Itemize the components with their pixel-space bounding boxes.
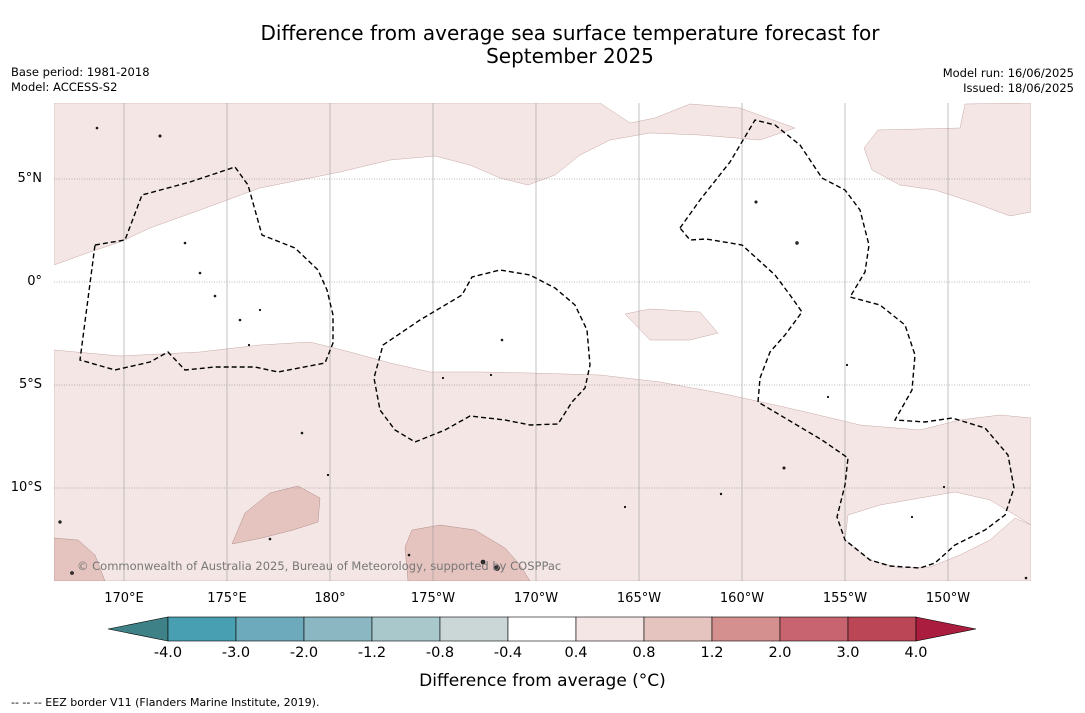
lon-label-155w: 155°W bbox=[822, 591, 868, 606]
colorbar-extend-high bbox=[915, 616, 977, 642]
colorbar-extend-low bbox=[107, 616, 169, 642]
anomaly-patch-southwest bbox=[231, 485, 321, 545]
anomaly-patch-central bbox=[624, 308, 719, 341]
run-info: Model run: 16/06/2025 Issued: 18/06/2025 bbox=[943, 66, 1074, 96]
lat-label-5n: 5°N bbox=[17, 171, 43, 186]
lon-label-175w: 175°W bbox=[410, 591, 456, 606]
colorbar-tick-label: -2.0 bbox=[289, 645, 319, 661]
issued-date: Issued: 18/06/2025 bbox=[963, 81, 1074, 95]
model-info: Base period: 1981-2018 Model: ACCESS-S2 bbox=[11, 65, 150, 95]
colorbar-tick-label: -0.4 bbox=[493, 645, 523, 661]
lon-label-170e: 170°E bbox=[104, 591, 144, 606]
base-period: Base period: 1981-2018 bbox=[11, 65, 150, 79]
colorbar-segment bbox=[711, 616, 781, 642]
eez-border-west bbox=[79, 166, 334, 373]
islands bbox=[58, 126, 1028, 580]
copyright-credit: © Commonwealth of Australia 2025, Bureau… bbox=[77, 559, 562, 573]
lon-label-170w: 170°W bbox=[513, 591, 559, 606]
colorbar-segment bbox=[439, 616, 509, 642]
colorbar-segment bbox=[235, 616, 305, 642]
lon-label-165w: 165°W bbox=[616, 591, 662, 606]
colorbar-segment bbox=[575, 616, 645, 642]
colorbar-tick-label: -1.2 bbox=[357, 645, 387, 661]
colorbar-segment bbox=[847, 616, 917, 642]
eez-borders bbox=[79, 119, 1015, 569]
lat-label-0: 0° bbox=[27, 274, 42, 289]
colorbar-segment bbox=[779, 616, 849, 642]
colorbar-segment bbox=[371, 616, 441, 642]
colorbar-segment bbox=[303, 616, 373, 642]
colorbar-tick-label: 4.0 bbox=[904, 645, 928, 661]
colorbar-title: Difference from average (°C) bbox=[419, 671, 666, 691]
colorbar-tick-label: 0.8 bbox=[632, 645, 656, 661]
lon-label-160w: 160°W bbox=[719, 591, 765, 606]
anomaly-region-north bbox=[54, 103, 796, 266]
colorbar-tick-label: -4.0 bbox=[153, 645, 183, 661]
title-line-2: September 2025 bbox=[486, 44, 654, 68]
colorbar-tick-label: -0.8 bbox=[425, 645, 455, 661]
colorbar-segment bbox=[643, 616, 713, 642]
lat-label-10s: 10°S bbox=[10, 480, 42, 495]
lon-label-180: 180° bbox=[314, 591, 346, 606]
colorbar-tick-label: 0.4 bbox=[564, 645, 588, 661]
colorbar-tick-label: 3.0 bbox=[836, 645, 860, 661]
colorbar-segment bbox=[507, 616, 577, 642]
graticule bbox=[123, 103, 949, 581]
colorbar bbox=[107, 616, 977, 642]
map-title: Difference from average sea surface temp… bbox=[0, 22, 1085, 68]
eez-border-central bbox=[373, 269, 591, 443]
colorbar-tick-label: 1.2 bbox=[700, 645, 724, 661]
colorbar-segment bbox=[167, 616, 237, 642]
anomaly-patch-southwest-corner bbox=[54, 537, 106, 581]
colorbar-tick-label: -3.0 bbox=[221, 645, 251, 661]
lon-label-175e: 175°E bbox=[207, 591, 247, 606]
title-line-1: Difference from average sea surface temp… bbox=[260, 21, 880, 45]
lat-label-5s: 5°S bbox=[18, 377, 42, 392]
model-name: Model: ACCESS-S2 bbox=[11, 80, 118, 94]
lon-label-150w: 150°W bbox=[925, 591, 971, 606]
eez-border-east bbox=[679, 119, 1015, 569]
colorbar-tick-label: 2.0 bbox=[768, 645, 792, 661]
anomaly-region-northeast bbox=[863, 103, 1031, 217]
eez-footnote: -- -- -- EEZ border V11 (Flanders Marine… bbox=[11, 696, 320, 709]
map-panel bbox=[54, 103, 1031, 581]
model-run: Model run: 16/06/2025 bbox=[942, 66, 1074, 80]
